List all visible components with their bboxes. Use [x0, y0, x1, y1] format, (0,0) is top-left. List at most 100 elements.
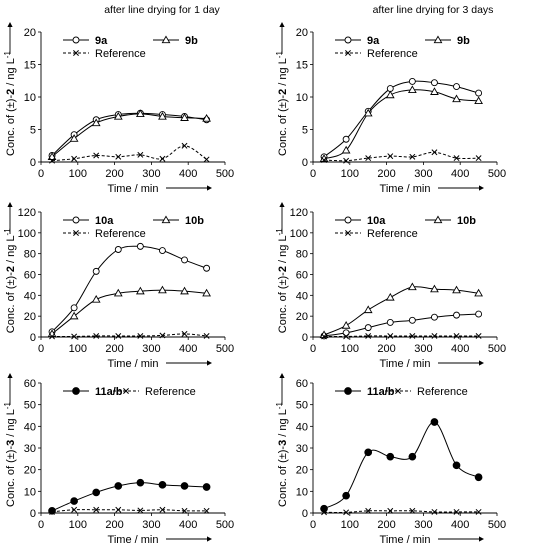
- y-axis-label: Conc. of (±)-3 / ng L-1: [3, 402, 17, 507]
- legend-label-10a: 10a: [367, 215, 386, 227]
- x-tick-label: 0: [310, 168, 316, 180]
- y-axis-label: Conc. of (±)-2 / ng L-1: [275, 228, 289, 333]
- data-point-11a/b: [320, 504, 328, 513]
- data-point-Reference: [49, 157, 55, 164]
- data-point-Reference: [343, 509, 350, 516]
- legend-marker-9b: [161, 35, 171, 44]
- x-tick-label: 0: [310, 343, 316, 355]
- series-line-Reference: [51, 509, 207, 513]
- y-tick-label: 40: [24, 421, 36, 433]
- data-point-11a/b: [114, 482, 123, 490]
- column-title-3-days: after line drying for 3 days: [372, 4, 494, 16]
- legend-marker-9a: [72, 36, 80, 44]
- y-tick-label: 20: [296, 311, 308, 323]
- x-tick-label: 500: [488, 519, 506, 531]
- y-tick-label: 0: [302, 157, 308, 169]
- legend-marker-Reference: [73, 230, 79, 236]
- data-point-10b: [135, 286, 145, 295]
- data-point-10b: [430, 284, 439, 293]
- data-point-10b: [158, 285, 167, 294]
- legend-label-Reference: Reference: [367, 48, 418, 60]
- data-point-11a/b: [474, 473, 483, 482]
- data-point-11a/b: [386, 452, 395, 461]
- data-point-Reference: [475, 155, 482, 162]
- data-point-Reference: [431, 333, 438, 339]
- legend-label-10a: 10a: [95, 215, 114, 227]
- y-tick-label: 50: [24, 400, 36, 412]
- data-point-10a: [114, 246, 122, 253]
- x-tick-label: 400: [179, 519, 197, 531]
- data-point-Reference: [71, 155, 78, 162]
- x-tick-label: 300: [142, 519, 160, 531]
- series-line-Reference: [52, 333, 207, 338]
- data-point-Reference: [49, 333, 55, 340]
- y-tick-label: 100: [18, 228, 36, 240]
- data-point-Reference: [387, 333, 394, 339]
- data-point-10a: [364, 324, 372, 332]
- y-axis-arrowhead: [279, 202, 285, 207]
- y-tick-label: 20: [296, 465, 308, 477]
- x-tick-label: 100: [69, 519, 87, 531]
- x-tick-label: 200: [377, 519, 395, 531]
- data-point-10b: [113, 288, 123, 297]
- y-tick-label: 20: [24, 27, 36, 39]
- data-point-Reference: [137, 333, 144, 339]
- data-point-10b: [341, 321, 351, 329]
- data-point-Reference: [181, 142, 188, 149]
- legend-marker-9a: [344, 36, 352, 44]
- data-point-10b: [91, 294, 101, 303]
- data-point-10a: [136, 242, 144, 250]
- data-point-9b: [341, 145, 351, 154]
- x-axis-arrowhead: [207, 536, 212, 542]
- x-axis-label: Time / min: [380, 183, 431, 195]
- x-tick-label: 200: [105, 168, 123, 180]
- legend-label-9a: 9a: [95, 35, 108, 47]
- x-tick-label: 400: [451, 168, 469, 180]
- y-tick-label: 15: [24, 60, 36, 72]
- data-point-Reference: [203, 507, 210, 514]
- data-point-11a/b: [430, 418, 439, 426]
- data-point-Reference: [453, 155, 460, 162]
- data-point-10b: [385, 292, 395, 301]
- data-point-9b: [474, 96, 483, 105]
- series-line-10b: [51, 289, 207, 335]
- legend-label-9a: 9a: [367, 35, 380, 47]
- data-point-Reference: [387, 153, 394, 160]
- data-point-9b: [452, 94, 461, 103]
- y-tick-label: 30: [24, 443, 36, 455]
- data-point-9a: [475, 89, 483, 97]
- data-point-Reference: [93, 333, 100, 339]
- series-line-9a: [323, 80, 479, 158]
- data-point-Reference: [181, 330, 188, 337]
- x-tick-label: 500: [216, 168, 234, 180]
- x-tick-label: 400: [179, 343, 197, 355]
- data-point-Reference: [409, 507, 416, 514]
- x-tick-label: 300: [142, 343, 160, 355]
- column-title-1-day: after line drying for 1 day: [104, 4, 220, 16]
- legend-marker-10a: [72, 216, 80, 224]
- y-tick-label: 50: [296, 400, 308, 412]
- data-point-9b: [135, 109, 145, 118]
- data-point-10b: [363, 305, 373, 314]
- panel-10-3days: 0 20 40 60 80 100 120 0 100 200 300 400 500 Time / mi…: [275, 202, 506, 370]
- data-point-Reference: [137, 507, 144, 514]
- y-tick-label: 10: [24, 486, 36, 498]
- data-point-11a/b: [202, 483, 211, 491]
- x-axis-arrowhead: [479, 536, 484, 542]
- x-axis-arrowhead: [479, 185, 484, 191]
- y-tick-label: 40: [296, 290, 308, 302]
- data-point-10a: [475, 310, 483, 318]
- data-point-Reference: [115, 506, 122, 513]
- data-point-10a: [430, 313, 438, 321]
- legend-label-11a/b: 11a/b: [367, 386, 395, 398]
- x-tick-label: 400: [451, 343, 469, 355]
- data-point-Reference: [343, 333, 350, 340]
- x-tick-label: 100: [341, 343, 359, 355]
- y-tick-label: 20: [296, 27, 308, 39]
- y-tick-label: 0: [30, 157, 36, 169]
- y-axis-arrowhead: [279, 22, 285, 27]
- data-point-9b: [158, 111, 167, 120]
- data-point-Reference: [115, 153, 122, 160]
- legend-label-Reference: Reference: [145, 386, 196, 398]
- legend-marker-Reference: [123, 388, 129, 394]
